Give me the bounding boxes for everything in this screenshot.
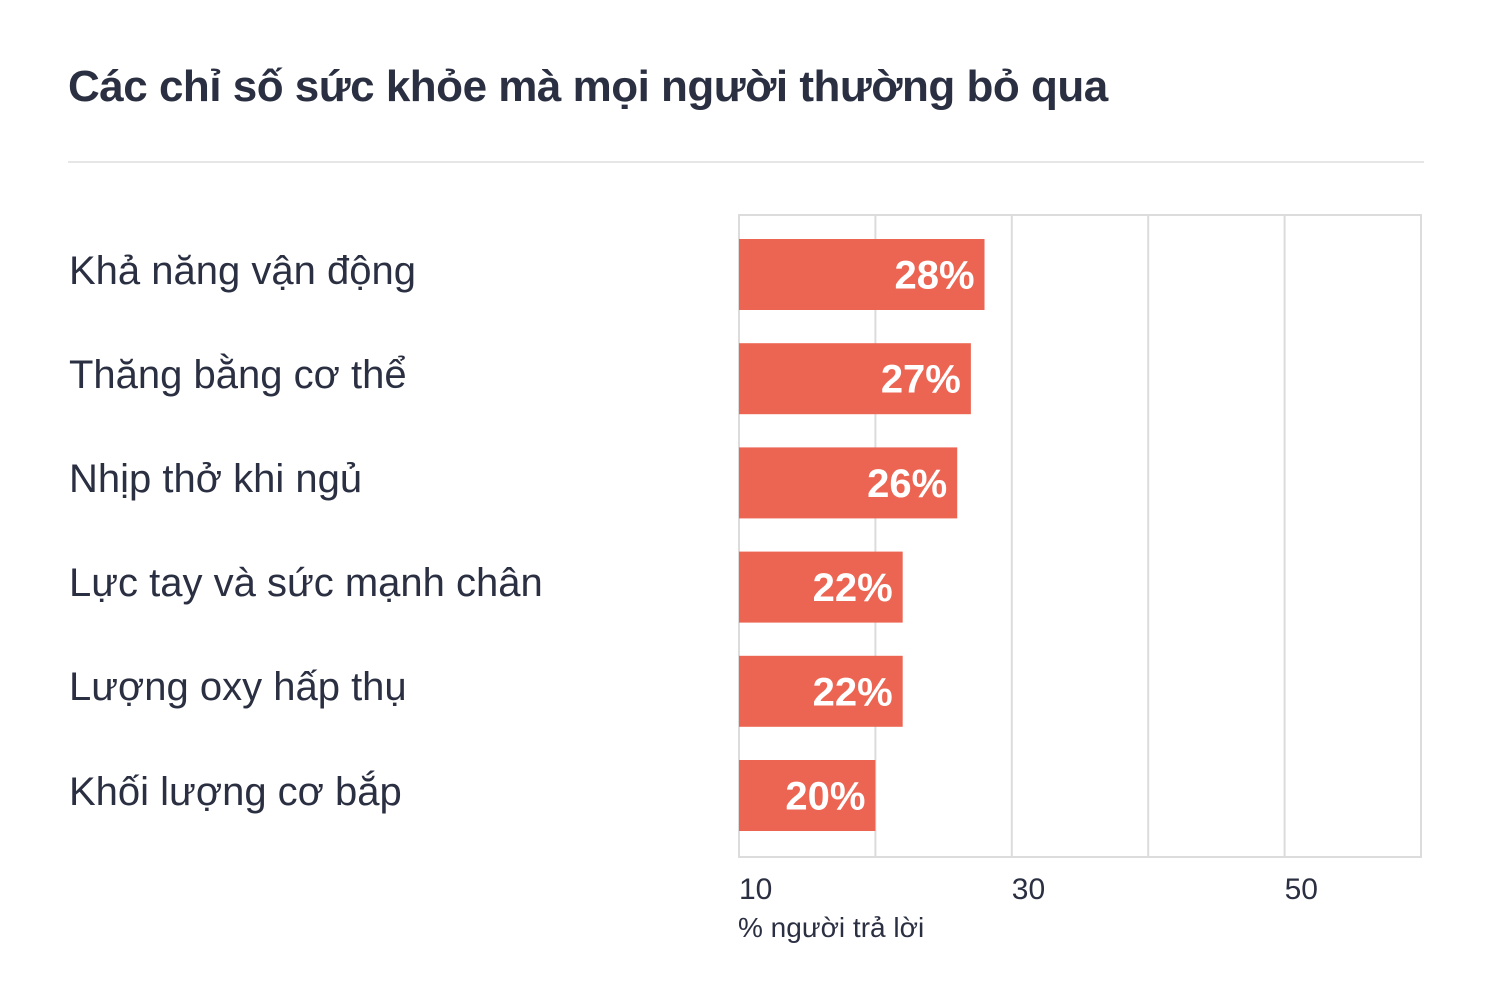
bar-value-label: 26% xyxy=(867,462,947,506)
bar-value-label: 22% xyxy=(813,566,893,610)
title-divider xyxy=(68,161,1424,163)
bar xyxy=(739,760,876,831)
bar xyxy=(739,239,985,310)
category-label: Lực tay và sức mạnh chân xyxy=(69,561,543,606)
chart-title: Các chỉ số sức khỏe mà mọi người thường … xyxy=(68,62,1108,111)
x-tick-label: 10 xyxy=(739,873,772,906)
bar xyxy=(739,655,903,727)
x-tick-label: 30 xyxy=(1012,873,1045,906)
bar xyxy=(739,447,958,519)
category-label: Khả năng vận động xyxy=(69,248,416,293)
category-label: Khối lượng cơ bắp xyxy=(69,769,402,814)
x-axis-label: % người trả lời xyxy=(738,912,925,943)
x-tick-label: 50 xyxy=(1285,873,1318,906)
bar-value-label: 28% xyxy=(894,254,974,298)
bar xyxy=(739,343,971,415)
bar-value-label: 20% xyxy=(785,775,865,819)
category-label: Thăng bằng cơ thể xyxy=(69,352,407,397)
bar xyxy=(739,551,903,623)
bar-value-label: 22% xyxy=(813,670,893,714)
category-label: Nhịp thở khi ngủ xyxy=(69,456,363,501)
bar-value-label: 27% xyxy=(881,358,961,402)
category-label: Lượng oxy hấp thụ xyxy=(69,665,407,710)
